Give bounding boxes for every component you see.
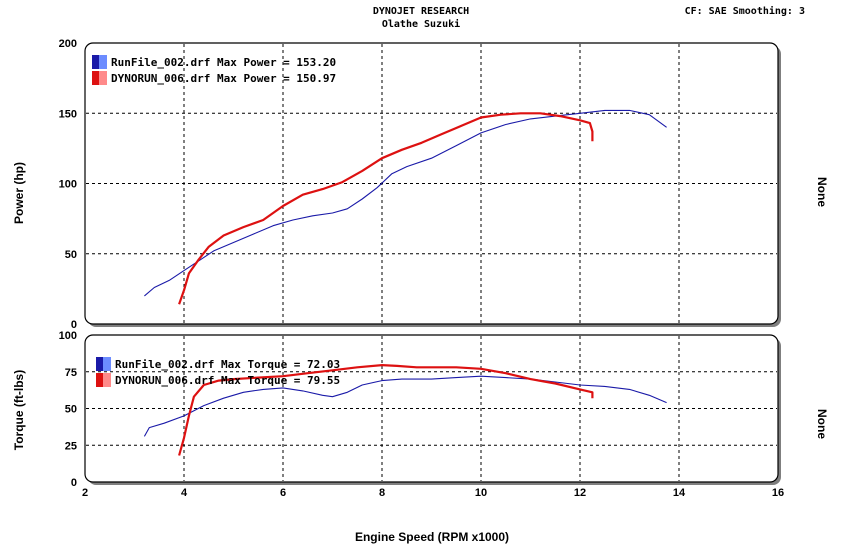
company-title: DYNOJET RESEARCH: [373, 6, 469, 17]
power-right-label: None: [815, 177, 829, 207]
power-legend-entry-a: RunFile_002.drf Max Power = 153.20: [111, 56, 336, 69]
x-tick-label: 10: [475, 487, 487, 499]
x-axis-label: Engine Speed (RPM x1000): [355, 530, 509, 544]
power-panel: RunFile_002.drf Max Power = 153.20 DYNOR…: [12, 38, 829, 331]
x-tick-label: 14: [673, 487, 686, 499]
power-series-runfile-002-line: [144, 109, 667, 297]
shop-subtitle: Olathe Suzuki: [382, 18, 460, 30]
x-tick-label: 16: [772, 487, 784, 499]
power-y-axis-label: Power (hp): [12, 162, 26, 224]
legend-swatch-run-b: [92, 71, 100, 85]
power-series-dynorun-006-line: [178, 112, 594, 305]
torque-y-tick-label: 75: [65, 367, 77, 379]
power-legend: RunFile_002.drf Max Power = 153.20 DYNOR…: [92, 55, 336, 85]
legend-swatch-run-a-light: [103, 357, 111, 371]
legend-swatch-run-a: [96, 357, 104, 371]
legend-swatch-run-a: [92, 55, 100, 69]
x-tick-label: 12: [574, 487, 586, 499]
torque-y-tick-label: 100: [59, 330, 77, 342]
power-legend-entry-b: DYNORUN_006.drf Max Power = 150.97: [111, 72, 336, 85]
power-y-tick-label: 50: [65, 249, 77, 261]
torque-y-tick-label: 50: [65, 404, 77, 416]
x-tick-label: 2: [82, 487, 88, 499]
x-tick-label: 6: [280, 487, 286, 499]
torque-panel: RunFile_002.drf Max Torque = 72.03 DYNOR…: [12, 330, 829, 499]
legend-swatch-run-b: [96, 373, 104, 387]
settings-readout: CF: SAE Smoothing: 3: [685, 5, 805, 17]
torque-series-runfile-002-line: [143, 375, 667, 437]
torque-y-axis-label: Torque (ft-lbs): [12, 370, 26, 450]
legend-swatch-run-a-light: [99, 55, 107, 69]
x-tick-label: 8: [379, 487, 385, 499]
torque-y-tick-label: 0: [71, 477, 77, 489]
power-y-tick-label: 100: [59, 179, 77, 191]
power-y-tick-label: 0: [71, 319, 77, 331]
power-y-tick-label: 200: [59, 38, 77, 50]
power-y-tick-label: 150: [59, 108, 77, 120]
torque-legend: RunFile_002.drf Max Torque = 72.03 DYNOR…: [96, 357, 340, 387]
torque-y-tick-label: 25: [65, 440, 77, 452]
legend-swatch-run-b-light: [99, 71, 107, 85]
legend-swatch-run-b-light: [103, 373, 111, 387]
torque-series-dynorun-006-line: [178, 364, 594, 456]
torque-legend-entry-a: RunFile_002.drf Max Torque = 72.03: [115, 358, 340, 371]
x-tick-label: 4: [181, 487, 188, 499]
torque-right-label: None: [815, 409, 829, 439]
torque-legend-entry-b: DYNORUN_006.drf Max Torque = 79.55: [115, 374, 340, 387]
